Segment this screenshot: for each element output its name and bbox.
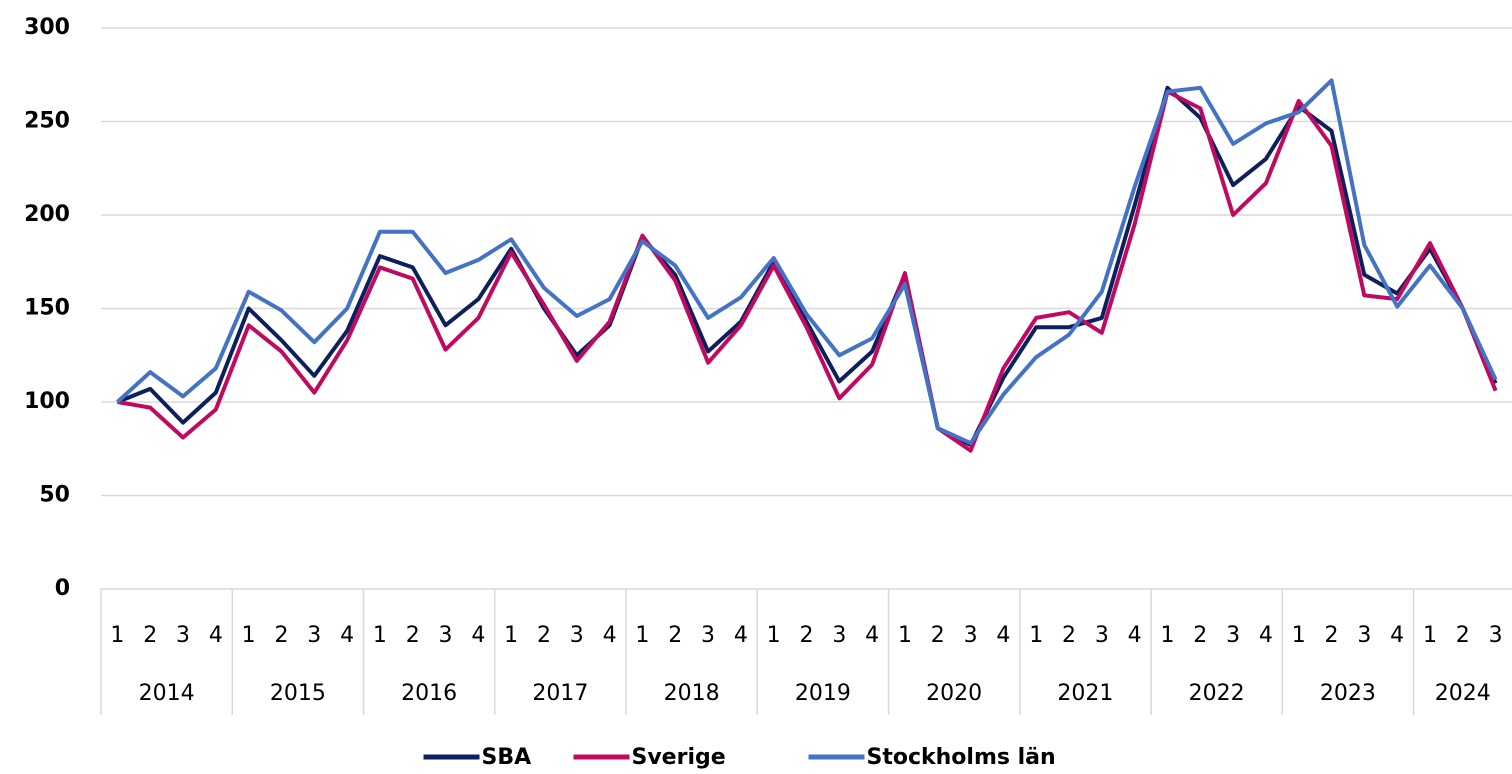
x-tick-label: 2: [143, 623, 157, 648]
x-tick-label: 4: [471, 623, 485, 648]
y-tick-label: 300: [24, 15, 70, 40]
y-tick-label: 0: [55, 576, 70, 601]
x-tick-label: 3: [1357, 623, 1371, 648]
x-tick-label: 2: [1325, 623, 1339, 648]
year-label: 2017: [532, 681, 588, 706]
x-tick-label: 1: [110, 623, 124, 648]
x-tick-label: 2: [274, 623, 288, 648]
x-tick-label: 1: [1160, 623, 1174, 648]
year-label: 2019: [795, 681, 851, 706]
x-tick-label: 4: [1390, 623, 1404, 648]
legend-item: Sverige: [573, 745, 726, 770]
x-tick-label: 4: [734, 623, 748, 648]
x-tick-label: 4: [1259, 623, 1273, 648]
x-tick-label: 1: [898, 623, 912, 648]
series-line: [117, 89, 1498, 453]
year-label: 2024: [1435, 681, 1491, 706]
x-tick-label: 2: [800, 623, 814, 648]
x-tick-label: 4: [340, 623, 354, 648]
x-tick-label: 3: [701, 623, 715, 648]
x-tick-label: 2: [1456, 623, 1470, 648]
x-tick-label: 3: [964, 623, 978, 648]
x-tick-label: 1: [1292, 623, 1306, 648]
x-tick-label: 1: [1029, 623, 1043, 648]
x-tick-label: 4: [209, 623, 223, 648]
legend-label: Sverige: [632, 745, 726, 770]
x-tick-label: 3: [1095, 623, 1109, 648]
year-label: 2023: [1320, 681, 1376, 706]
year-label: 2021: [1057, 681, 1113, 706]
x-tick-label: 2: [668, 623, 682, 648]
x-tick-label: 2: [406, 623, 420, 648]
x-tick-label: 1: [767, 623, 781, 648]
x-tick-label: 1: [242, 623, 256, 648]
x-tick-label: 1: [373, 623, 387, 648]
legend-label: SBA: [482, 745, 532, 770]
y-tick-label: 150: [24, 296, 70, 321]
y-tick-label: 50: [39, 483, 70, 508]
series-line: [116, 85, 1498, 447]
x-tick-label: 2: [537, 623, 551, 648]
y-tick-label: 250: [24, 109, 70, 134]
year-label: 2015: [270, 681, 326, 706]
x-tick-label: 3: [439, 623, 453, 648]
x-tick-label: 1: [1423, 623, 1437, 648]
x-tick-label: 3: [307, 623, 321, 648]
x-tick-label: 3: [176, 623, 190, 648]
legend-item: Stockholms län: [808, 745, 1056, 770]
legend-label: Stockholms län: [867, 745, 1056, 770]
x-tick-label: 3: [832, 623, 846, 648]
x-tick-label: 1: [504, 623, 518, 648]
x-tick-label: 3: [1489, 623, 1503, 648]
series-line: [116, 78, 1498, 446]
y-tick-label: 200: [24, 202, 70, 227]
legend-item: SBA: [423, 745, 532, 770]
x-tick-label: 4: [996, 623, 1010, 648]
x-tick-label: 4: [1128, 623, 1142, 648]
y-tick-label: 100: [24, 389, 70, 414]
x-tick-label: 3: [570, 623, 584, 648]
year-label: 2014: [139, 681, 195, 706]
x-tick-label: 3: [1226, 623, 1240, 648]
x-tick-label: 2: [1193, 623, 1207, 648]
year-label: 2018: [664, 681, 720, 706]
x-tick-label: 2: [1062, 623, 1076, 648]
year-label: 2022: [1189, 681, 1245, 706]
x-tick-label: 1: [635, 623, 649, 648]
x-tick-label: 4: [865, 623, 879, 648]
year-label: 2020: [926, 681, 982, 706]
x-tick-label: 4: [603, 623, 617, 648]
year-label: 2016: [401, 681, 457, 706]
x-tick-label: 2: [931, 623, 945, 648]
